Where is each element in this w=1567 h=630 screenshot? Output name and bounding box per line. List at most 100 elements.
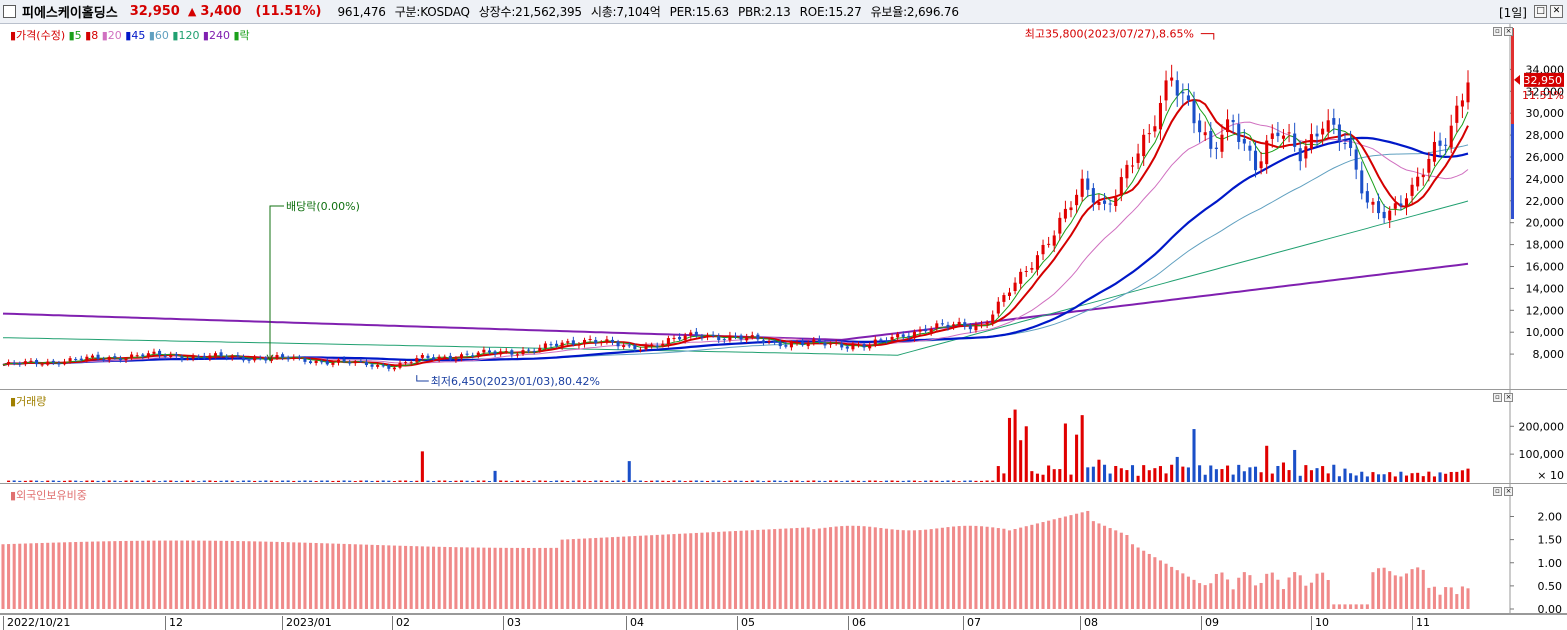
candle-body — [1170, 77, 1174, 81]
foreign-ownership-chart[interactable]: 2.00 1.50 1.00 0.50 0.00 — [0, 484, 1567, 614]
volume-bar — [1035, 473, 1039, 482]
pane-minimize-icon[interactable]: ▫ — [1493, 27, 1502, 36]
foreign-ownership-pane[interactable]: 2.00 1.50 1.00 0.50 0.00 ▮외국인보유비중 ▫ × — [0, 484, 1567, 614]
foreign-ratio-bar — [1030, 524, 1034, 609]
price-chart[interactable]: 34,00032,00030,00028,00026,00024,00022,0… — [0, 24, 1567, 390]
volume-bar — [532, 480, 536, 482]
maximize-icon[interactable]: □ — [1534, 5, 1547, 18]
volume-bar — [443, 480, 447, 482]
current-price-label: 32,950 — [1524, 74, 1563, 87]
foreign-ratio-bar — [929, 529, 933, 609]
foreign-ratio-bar — [1388, 571, 1392, 609]
volume-chart[interactable]: 200,000 100,000 × 10 — [0, 390, 1567, 484]
volume-bar — [1175, 456, 1179, 482]
volume-bar — [756, 480, 760, 482]
volume-bar — [638, 480, 642, 482]
legend-item[interactable]: ▮5 — [65, 29, 82, 42]
legend-item[interactable]: ▮60 — [145, 29, 169, 42]
period-selector[interactable]: [1일] — [1498, 6, 1527, 20]
volume-bar — [1030, 471, 1034, 482]
foreign-ratio-bar — [1114, 530, 1118, 609]
pane-minimize-icon[interactable]: ▫ — [1493, 393, 1502, 402]
date-tick-label: 2023/01 — [282, 616, 332, 630]
foreign-ratio-bar — [689, 533, 693, 609]
candle-body — [644, 345, 648, 350]
foreign-ratio-bar — [594, 537, 598, 609]
select-checkbox[interactable] — [3, 5, 16, 18]
candle-body — [476, 352, 480, 356]
foreign-ratio-bar — [275, 541, 279, 609]
foreign-ratio-bar — [952, 526, 956, 609]
pane-close-icon[interactable]: × — [1504, 27, 1513, 36]
candle-body — [862, 343, 866, 348]
candle-body — [12, 362, 16, 364]
legend-item[interactable]: ▮45 — [121, 29, 146, 42]
legend-item[interactable]: ▮8 — [81, 29, 99, 42]
foreign-ratio-bar — [996, 528, 1000, 609]
foreign-legend: ▮외국인보유비중 — [10, 487, 87, 503]
price-tick-label: 32,000 — [1526, 85, 1565, 98]
foreign-ratio-bar — [124, 540, 128, 609]
volume-bar — [359, 480, 363, 482]
foreign-ratio-bar — [269, 541, 273, 609]
volume-bar — [1198, 465, 1202, 482]
candle-body — [286, 357, 290, 360]
date-tick-label: 03 — [503, 616, 521, 630]
candle-body — [582, 339, 587, 345]
legend-item[interactable]: ▮240 — [199, 29, 230, 42]
foreign-ratio-bar — [817, 528, 821, 609]
foreign-ratio-bar — [1186, 576, 1190, 609]
volume-bar — [856, 480, 861, 482]
candle-body — [1309, 134, 1313, 149]
pane-minimize-icon[interactable]: ▫ — [1493, 487, 1502, 496]
foreign-ratio-bar — [907, 530, 911, 609]
ma5-line — [2, 88, 1469, 368]
volume-bar — [1393, 476, 1397, 482]
volume-bar — [845, 480, 849, 482]
current-price-box — [1524, 72, 1564, 87]
foreign-ratio-bar — [968, 525, 972, 609]
volume-pane[interactable]: 200,000 100,000 × 10 ▮거래량 ▫ × — [0, 390, 1567, 484]
candle-body — [35, 360, 39, 365]
volume-bar — [62, 480, 67, 482]
price-pane[interactable]: 34,000 32,000 30,000 28,000 26,000 24,000 22,0… — [0, 24, 1567, 390]
candle-body — [420, 354, 424, 358]
legend-item[interactable]: ▮가격(수정) — [10, 29, 66, 42]
volume-bar — [420, 451, 424, 482]
date-tick-label: 04 — [626, 616, 644, 630]
foreign-ratio-bar — [1142, 550, 1146, 609]
candle-body — [599, 342, 603, 344]
candle-body — [795, 342, 799, 344]
foreign-ratio-bar — [482, 547, 486, 609]
range-bar-down — [1511, 124, 1514, 219]
candle-body — [571, 340, 575, 345]
close-icon[interactable]: ✕ — [1550, 5, 1563, 18]
candle-body — [426, 355, 430, 358]
foreign-ratio-bar — [806, 527, 810, 609]
candle-body — [1158, 102, 1162, 130]
stock-name[interactable]: 피에스케이홀딩스 — [22, 6, 118, 21]
pane-close-icon[interactable]: × — [1504, 393, 1513, 402]
legend-item[interactable]: ▮120 — [168, 29, 200, 42]
candle-body — [230, 355, 234, 358]
foreign-ratio-bar — [241, 541, 245, 609]
foreign-ratio-bar — [935, 528, 939, 609]
foreign-ratio-bar — [370, 544, 374, 609]
legend-item[interactable]: ▮20 — [98, 29, 122, 42]
foreign-ratio-bar — [683, 533, 687, 609]
candle-body — [789, 342, 793, 348]
foreign-ratio-bar — [1153, 557, 1157, 609]
foreign-ratio-bar — [577, 538, 581, 609]
pane-close-icon[interactable]: × — [1504, 487, 1513, 496]
volume-bar — [314, 481, 318, 482]
foreign-ratio-bar — [1097, 523, 1101, 609]
dividend-arrow-icon — [266, 354, 274, 362]
legend-item[interactable]: ▮락 — [229, 29, 250, 42]
volume-bar — [750, 480, 754, 482]
foreign-ratio-bar — [1326, 579, 1330, 609]
price-tick-label: 26,000 — [1526, 151, 1565, 164]
volume-bar — [594, 480, 598, 482]
candle-body — [633, 345, 637, 349]
candle-body — [336, 359, 341, 363]
